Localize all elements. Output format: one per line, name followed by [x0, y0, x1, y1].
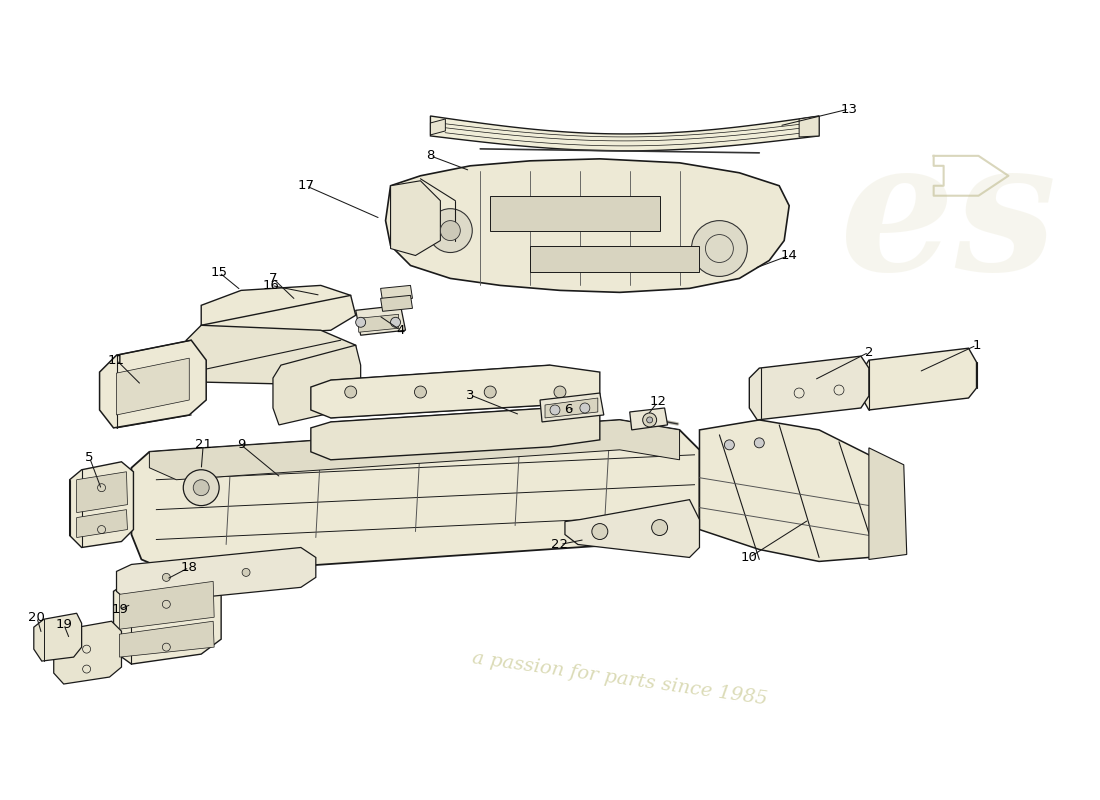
Polygon shape: [869, 448, 906, 559]
Polygon shape: [540, 393, 604, 422]
Text: 20: 20: [29, 610, 45, 624]
Text: 2: 2: [865, 346, 873, 358]
Polygon shape: [386, 159, 789, 292]
Text: 3: 3: [466, 389, 474, 402]
Polygon shape: [359, 314, 398, 332]
Polygon shape: [700, 420, 899, 562]
Text: 14: 14: [781, 249, 798, 262]
Polygon shape: [34, 614, 81, 661]
Polygon shape: [100, 340, 206, 428]
Circle shape: [592, 523, 608, 539]
Polygon shape: [120, 582, 214, 630]
Text: 4: 4: [396, 324, 405, 337]
Circle shape: [725, 440, 735, 450]
Circle shape: [428, 209, 472, 253]
Polygon shape: [530, 246, 700, 273]
Circle shape: [415, 386, 427, 398]
Text: 13: 13: [840, 102, 858, 115]
Text: 18: 18: [180, 561, 198, 574]
Circle shape: [647, 417, 652, 423]
Polygon shape: [69, 462, 133, 547]
Text: 8: 8: [426, 150, 434, 162]
Text: 16: 16: [263, 279, 279, 292]
Circle shape: [440, 221, 460, 241]
Circle shape: [651, 519, 668, 535]
Polygon shape: [273, 345, 361, 425]
Polygon shape: [77, 472, 128, 513]
Polygon shape: [117, 547, 316, 604]
Circle shape: [344, 386, 356, 398]
Circle shape: [163, 574, 170, 582]
Circle shape: [642, 413, 657, 427]
Circle shape: [554, 386, 565, 398]
Circle shape: [184, 470, 219, 506]
Circle shape: [194, 480, 209, 496]
Polygon shape: [430, 116, 820, 151]
Polygon shape: [381, 295, 412, 311]
Polygon shape: [186, 326, 355, 385]
Polygon shape: [150, 420, 680, 480]
Polygon shape: [381, 286, 412, 302]
Circle shape: [692, 221, 747, 277]
Polygon shape: [491, 196, 660, 230]
Polygon shape: [629, 408, 668, 430]
Polygon shape: [861, 348, 977, 410]
Polygon shape: [799, 116, 820, 137]
Polygon shape: [201, 286, 355, 335]
Polygon shape: [396, 193, 436, 218]
Circle shape: [355, 318, 365, 327]
Text: 12: 12: [649, 395, 667, 409]
Text: 1: 1: [972, 338, 981, 352]
Polygon shape: [132, 420, 700, 574]
Polygon shape: [117, 358, 189, 415]
Polygon shape: [355, 306, 406, 335]
Polygon shape: [113, 567, 221, 664]
Polygon shape: [77, 510, 128, 538]
Polygon shape: [120, 622, 214, 657]
Circle shape: [550, 405, 560, 415]
Text: 7: 7: [268, 272, 277, 285]
Text: 17: 17: [297, 179, 315, 192]
Polygon shape: [544, 398, 597, 418]
Text: es: es: [840, 132, 1057, 309]
Circle shape: [580, 403, 590, 413]
Polygon shape: [311, 408, 600, 460]
Circle shape: [242, 569, 250, 576]
Text: 6: 6: [564, 403, 572, 417]
Text: 11: 11: [108, 354, 125, 366]
Text: 21: 21: [195, 438, 211, 451]
Polygon shape: [565, 500, 700, 558]
Polygon shape: [54, 622, 121, 684]
Polygon shape: [311, 365, 600, 418]
Text: 5: 5: [86, 451, 94, 464]
Circle shape: [755, 438, 764, 448]
Polygon shape: [390, 181, 440, 255]
Text: 22: 22: [551, 538, 569, 551]
Text: 10: 10: [741, 551, 758, 564]
Text: 19: 19: [55, 618, 73, 630]
Circle shape: [390, 318, 400, 327]
Circle shape: [484, 386, 496, 398]
Text: a passion for parts since 1985: a passion for parts since 1985: [471, 650, 769, 709]
Polygon shape: [749, 356, 869, 420]
Text: 9: 9: [236, 438, 245, 451]
Polygon shape: [430, 119, 446, 135]
Text: 19: 19: [111, 602, 128, 616]
Text: 15: 15: [211, 266, 228, 279]
